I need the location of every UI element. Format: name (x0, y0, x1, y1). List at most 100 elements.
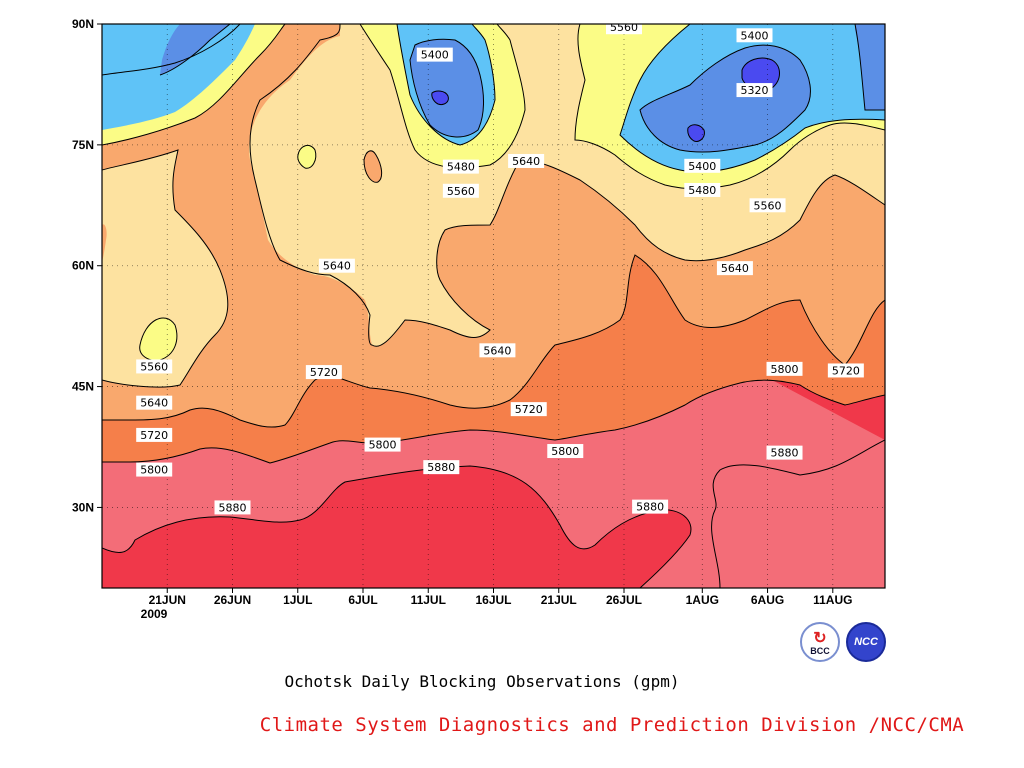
contour-label-text: 5720 (140, 429, 168, 442)
contour-label-text: 5720 (832, 364, 860, 377)
y-tick-label: 30N (72, 500, 94, 514)
contour-label: 5640 (716, 261, 753, 276)
ncc-logo-text: NCC (854, 636, 878, 648)
x-tick-label: 21JUL (541, 593, 577, 607)
y-tick-label: 60N (72, 259, 94, 273)
contour-label-text: 5560 (610, 21, 638, 34)
x-axis-year-label: 2009 (141, 607, 168, 621)
contour-label-bg (442, 159, 479, 174)
contour-label-bg (736, 83, 773, 98)
contour-label-bg (423, 460, 460, 475)
contour-label-text: 5480 (447, 161, 475, 174)
x-tick-label: 11JUL (411, 593, 446, 607)
contour-label-bg (510, 402, 547, 417)
contour-label: 5400 (684, 158, 721, 173)
contour-label-bg (684, 158, 721, 173)
x-tick-label: 6AUG (751, 593, 784, 607)
contour-label-text: 5560 (447, 185, 475, 198)
contour-label-text: 5640 (323, 260, 351, 273)
x-axis: 21JUN 26JUN 1JUL 6JUL 11JUL 16JUL 21JUL 26JUL 1A… (149, 588, 852, 607)
contour-label-bg (136, 427, 173, 442)
y-axis: 30N 45N 60N 75N 90N (72, 17, 102, 514)
contour-label: 5720 (136, 427, 173, 442)
bcc-swirl-icon: ↻ (813, 630, 827, 647)
contour-label-bg (442, 183, 479, 198)
contour-label: 5880 (423, 460, 460, 475)
contour-label-bg (749, 198, 786, 213)
contour-label: 5320 (736, 83, 773, 98)
contour-label: 5640 (508, 153, 545, 168)
contour-labels: 5560 5640 5720 5800 5880 5720 5640 5800 5880 5400… (136, 21, 864, 515)
contour-label: 5480 (684, 182, 721, 197)
band-5480-5560-isle (139, 145, 316, 361)
contour-label-text: 5640 (721, 262, 749, 275)
contour-label-text: 5560 (754, 199, 782, 212)
bcc-logo: ↻ BCC (800, 622, 840, 662)
contour-label-text: 5800 (551, 445, 579, 458)
contour-label-text: 5880 (219, 501, 247, 514)
contour-label: 5400 (416, 47, 453, 62)
contour-label: 5640 (318, 258, 355, 273)
contour-label: 5800 (547, 444, 584, 459)
contour-label-text: 5400 (741, 29, 769, 42)
contour-lines (102, 24, 885, 588)
contour-label-text: 5880 (771, 447, 799, 460)
x-tick-label: 16JUL (475, 593, 511, 607)
contour-label: 5880 (214, 500, 251, 515)
contour-label: 5720 (510, 402, 547, 417)
contour-label-bg (606, 24, 642, 35)
contour-label-bg (736, 28, 773, 43)
chart-title: Ochotsk Daily Blocking Observations (gpm… (284, 672, 680, 691)
contour-label-text: 5800 (140, 464, 168, 477)
contour-label-bg (136, 462, 173, 477)
ncc-logo: NCC (846, 622, 886, 662)
contour-label-text: 5800 (369, 439, 397, 452)
contour-fields: 5560 5640 5720 5800 5880 5720 5640 5800 5880 5400… (102, 21, 885, 588)
x-tick-label: 1JUL (283, 593, 312, 607)
contour-label-bg (318, 258, 355, 273)
y-tick-label: 75N (72, 138, 94, 152)
contour-label: 5880 (766, 445, 803, 460)
contour-label-bg (214, 500, 251, 515)
band-below-5320 (431, 58, 780, 142)
contour-label-bg (364, 437, 401, 452)
contour-label: 5640 (479, 343, 516, 358)
contour-label-bg (716, 261, 753, 276)
contour-label-bg (136, 395, 173, 410)
contour-label-bg (136, 359, 173, 374)
contour-label-bg (766, 361, 803, 376)
contour-label-text: 5880 (427, 461, 455, 474)
contour-label-bg (766, 445, 803, 460)
contour-label: 5480 (442, 159, 479, 174)
contour-label-text: 5400 (688, 160, 716, 173)
contour-label-text: 5880 (636, 501, 664, 514)
contour-label-bg (305, 365, 342, 380)
x-tick-label: 26JUL (606, 593, 642, 607)
contour-label-text: 5720 (515, 403, 543, 416)
x-tick-label: 1AUG (686, 593, 719, 607)
contour-label: 5640 (136, 395, 173, 410)
contour-label-text: 5800 (771, 363, 799, 376)
credit-line: Climate System Diagnostics and Predictio… (259, 714, 965, 736)
contour-label-text: 5640 (483, 344, 511, 357)
contour-label: 5800 (364, 437, 401, 452)
contour-label: 5560 (136, 359, 173, 374)
contour-label-text: 5640 (140, 397, 168, 410)
contour-label: 5400 (736, 28, 773, 43)
contour-label-text: 5560 (140, 360, 168, 373)
y-tick-label: 45N (72, 380, 94, 394)
contour-label: 5560 (749, 198, 786, 213)
x-tick-label: 6JUL (348, 593, 377, 607)
contour-label: 5560 (606, 21, 642, 35)
contour-label-text: 5320 (741, 84, 769, 97)
contour-label-text: 5400 (421, 49, 449, 62)
band-5320-5400 (160, 24, 885, 153)
contour-label: 5800 (136, 462, 173, 477)
bcc-logo-text: BCC (810, 646, 830, 656)
contour-label: 5720 (305, 365, 342, 380)
contour-label-text: 5480 (688, 184, 716, 197)
y-tick-label: 90N (72, 17, 94, 31)
contour-label-bg (416, 47, 453, 62)
contour-label-bg (684, 182, 721, 197)
